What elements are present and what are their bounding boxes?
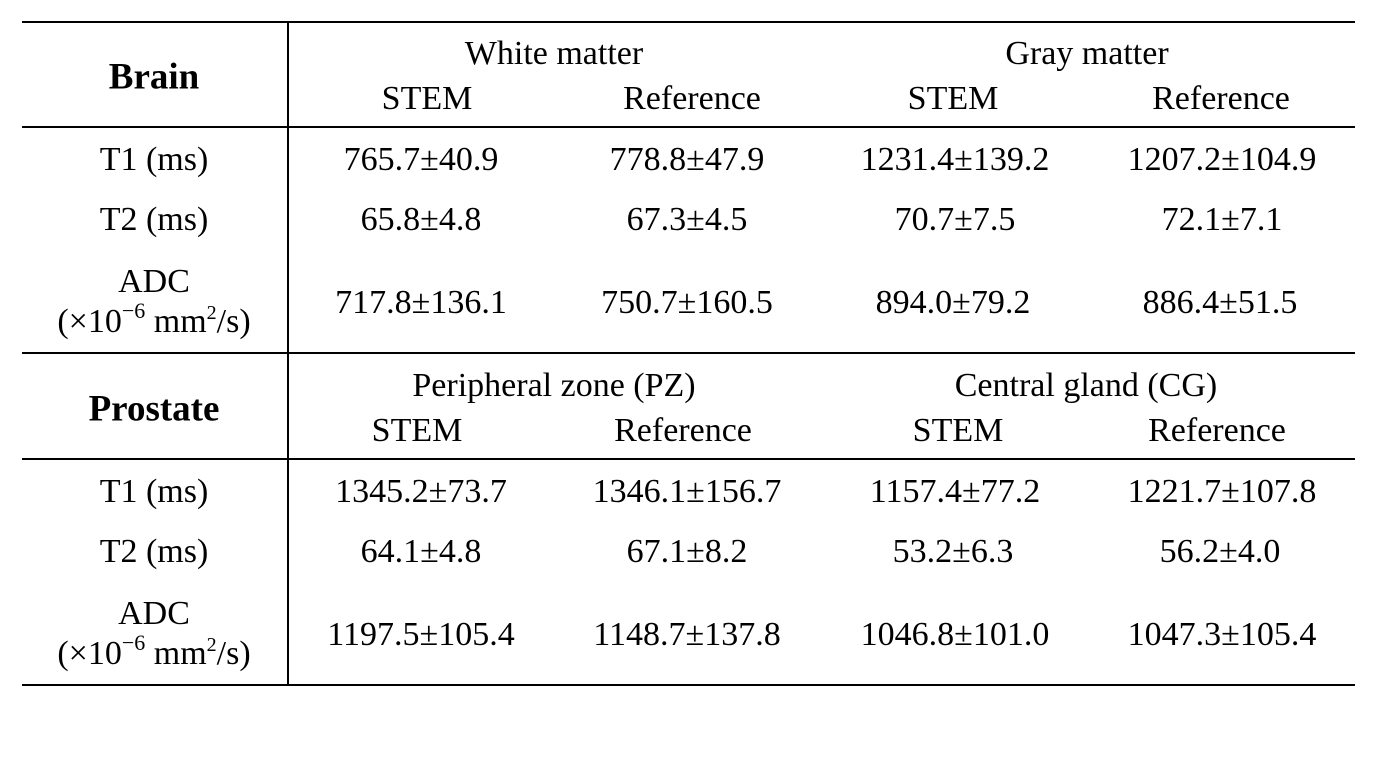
adc-label-line2: (×10−6 mm2/s) xyxy=(57,298,251,341)
brain-subheader-reference-1: Reference xyxy=(623,80,761,117)
prostate-t2-pz-stem: 64.1±4.8 xyxy=(360,533,482,570)
prostate-adc-label: ADC (×10−6 mm2/s) xyxy=(57,594,250,674)
prostate-subheader-reference-2: Reference xyxy=(1148,412,1286,449)
table-top-rule xyxy=(22,21,1355,23)
brain-subheader-reference-2: Reference xyxy=(1152,80,1290,117)
adc-label-line2: (×10−6 mm2/s) xyxy=(57,630,251,673)
prostate-t1-cg-stem: 1157.4±77.2 xyxy=(869,473,1041,510)
adc-label-line1: ADC xyxy=(118,595,190,632)
brain-adc-gm-reference: 886.4±51.5 xyxy=(1142,284,1298,321)
gray-matter-group-header: Gray matter xyxy=(1005,35,1169,72)
prostate-t1-cg-reference: 1221.7±107.8 xyxy=(1127,473,1317,510)
brain-t1-label: T1 (ms) xyxy=(99,141,209,178)
brain-t1-gm-reference: 1207.2±104.9 xyxy=(1127,141,1317,178)
label-column-divider xyxy=(287,22,289,685)
brain-t2-wm-reference: 67.3±4.5 xyxy=(626,201,748,238)
prostate-subheader-stem-1: STEM xyxy=(371,412,463,449)
brain-adc-wm-reference: 750.7±160.5 xyxy=(601,284,773,321)
prostate-t1-pz-stem: 1345.2±73.7 xyxy=(335,473,507,510)
prostate-t2-pz-reference: 67.1±8.2 xyxy=(626,533,748,570)
prostate-adc-pz-reference: 1148.7±137.8 xyxy=(593,616,781,653)
section-divider-rule xyxy=(22,352,1355,354)
prostate-t2-label: T2 (ms) xyxy=(99,533,209,570)
brain-t1-wm-stem: 765.7±40.9 xyxy=(343,141,499,178)
brain-section-title: Brain xyxy=(108,56,200,98)
prostate-t1-pz-reference: 1346.1±156.7 xyxy=(592,473,782,510)
brain-adc-gm-stem: 894.0±79.2 xyxy=(875,284,1031,321)
brain-adc-label: ADC (×10−6 mm2/s) xyxy=(57,262,250,342)
brain-subheader-stem-2: STEM xyxy=(907,80,999,117)
brain-t2-label: T2 (ms) xyxy=(99,201,209,238)
prostate-t2-cg-stem: 53.2±6.3 xyxy=(892,533,1014,570)
white-matter-group-header: White matter xyxy=(464,35,644,72)
prostate-adc-cg-reference: 1047.3±105.4 xyxy=(1127,616,1317,653)
brain-t1-gm-stem: 1231.4±139.2 xyxy=(860,141,1050,178)
prostate-header-rule xyxy=(22,458,1355,460)
brain-t2-wm-stem: 65.8±4.8 xyxy=(360,201,482,238)
prostate-subheader-reference-1: Reference xyxy=(614,412,752,449)
prostate-adc-cg-stem: 1046.8±101.0 xyxy=(860,616,1050,653)
central-gland-group-header: Central gland (CG) xyxy=(954,367,1218,404)
adc-label-line1: ADC xyxy=(118,263,190,300)
prostate-t2-cg-reference: 56.2±4.0 xyxy=(1159,533,1281,570)
brain-t2-gm-reference: 72.1±7.1 xyxy=(1161,201,1283,238)
prostate-adc-pz-stem: 1197.5±105.4 xyxy=(327,616,515,653)
brain-t1-wm-reference: 778.8±47.9 xyxy=(609,141,765,178)
table-bottom-rule xyxy=(22,684,1355,686)
prostate-subheader-stem-2: STEM xyxy=(912,412,1004,449)
peripheral-zone-group-header: Peripheral zone (PZ) xyxy=(412,367,696,404)
prostate-section-title: Prostate xyxy=(88,388,220,430)
prostate-t1-label: T1 (ms) xyxy=(99,473,209,510)
brain-t2-gm-stem: 70.7±7.5 xyxy=(894,201,1016,238)
brain-header-rule xyxy=(22,126,1355,128)
brain-subheader-stem-1: STEM xyxy=(381,80,473,117)
brain-adc-wm-stem: 717.8±136.1 xyxy=(335,284,507,321)
